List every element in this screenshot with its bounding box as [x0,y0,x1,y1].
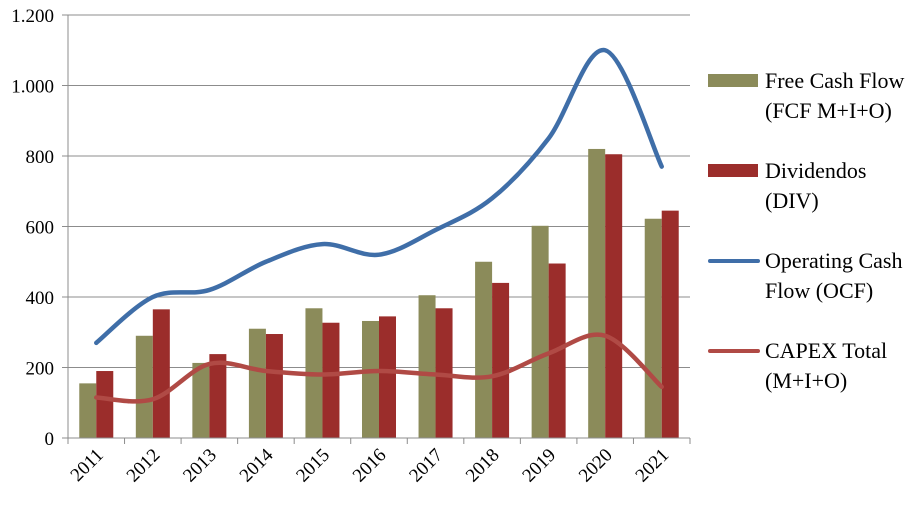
legend-label-capex: CAPEX Total (M+I+O) [765,338,888,393]
legend-swatch-div [708,164,758,177]
bar-div-2016 [379,316,396,438]
bar-fcf-2016 [362,320,379,438]
bar-div-2021 [661,210,679,438]
x-tick-label: 2016 [349,445,391,487]
bar-fcf-2012 [135,335,153,438]
bar-div-2018 [492,282,510,438]
legend-label-fcf: Free Cash Flow (FCF M+I+O) [765,68,905,123]
bar-fcf-2011 [79,383,97,438]
bar-fcf-2014 [248,328,266,438]
legend-label-div: Dividendos (DIV) [765,158,867,213]
legend-item-fcf: Free Cash Flow (FCF M+I+O) [708,66,908,156]
bar-div-2014 [265,334,283,438]
gridlines [62,14,690,439]
legend-item-div: Dividendos (DIV) [708,156,908,246]
x-tick-label: 2021 [632,445,674,487]
bar-fcf-2019 [531,225,549,438]
x-tick-labels: 2011 2012 2013 2014 2015 2016 2017 2018 2019 2020… [67,444,674,486]
legend-swatch-capex [708,349,760,353]
bar-div-2020 [605,154,623,439]
x-tick-label: 2015 [292,445,334,487]
x-tick-label: 2019 [518,445,560,487]
line-ocf [94,47,664,346]
y-tick-label: 200 [26,359,55,380]
bar-fcf-2021 [644,218,662,438]
y-tick-label: 800 [26,147,55,168]
y-tick-label: 400 [26,288,55,309]
x-tick-label: 2014 [236,444,278,486]
x-tick-label: 2013 [179,445,221,487]
legend-swatch-ocf [708,259,760,263]
x-tick-label: 2020 [575,445,617,487]
bar-fcf-2018 [475,261,493,438]
x-tick-label: 2011 [67,445,108,486]
y-tick-label: 600 [26,218,55,239]
axes [67,15,691,444]
bar-fcf-2013 [192,362,210,438]
legend-swatch-fcf [708,74,758,87]
series-lines [94,47,664,404]
bar-fcf-2020 [588,148,606,438]
y-tick-label: 1.200 [11,6,54,27]
bar-div-2013 [209,354,227,438]
bar-div-2011 [96,371,114,438]
line-capex [94,332,664,404]
legend-item-capex: CAPEX Total (M+I+O) [708,336,908,426]
bar-fcf-2017 [418,295,436,438]
y-tick-label: 0 [45,429,55,450]
y-tick-label: 1.000 [11,77,54,98]
bar-div-2012 [152,309,170,438]
legend-item-ocf: Operating Cash Flow (OCF) [708,246,908,336]
bar-div-2015 [322,322,340,438]
legend: Free Cash Flow (FCF M+I+O) Dividendos (D… [708,66,908,426]
y-tick-labels: 0 200 400 600 800 1.000 1.200 [11,6,54,450]
x-tick-label: 2017 [405,445,447,487]
x-tick-label: 2012 [123,445,165,487]
x-tick-label: 2018 [462,445,504,487]
legend-label-ocf: Operating Cash Flow (OCF) [765,248,903,303]
